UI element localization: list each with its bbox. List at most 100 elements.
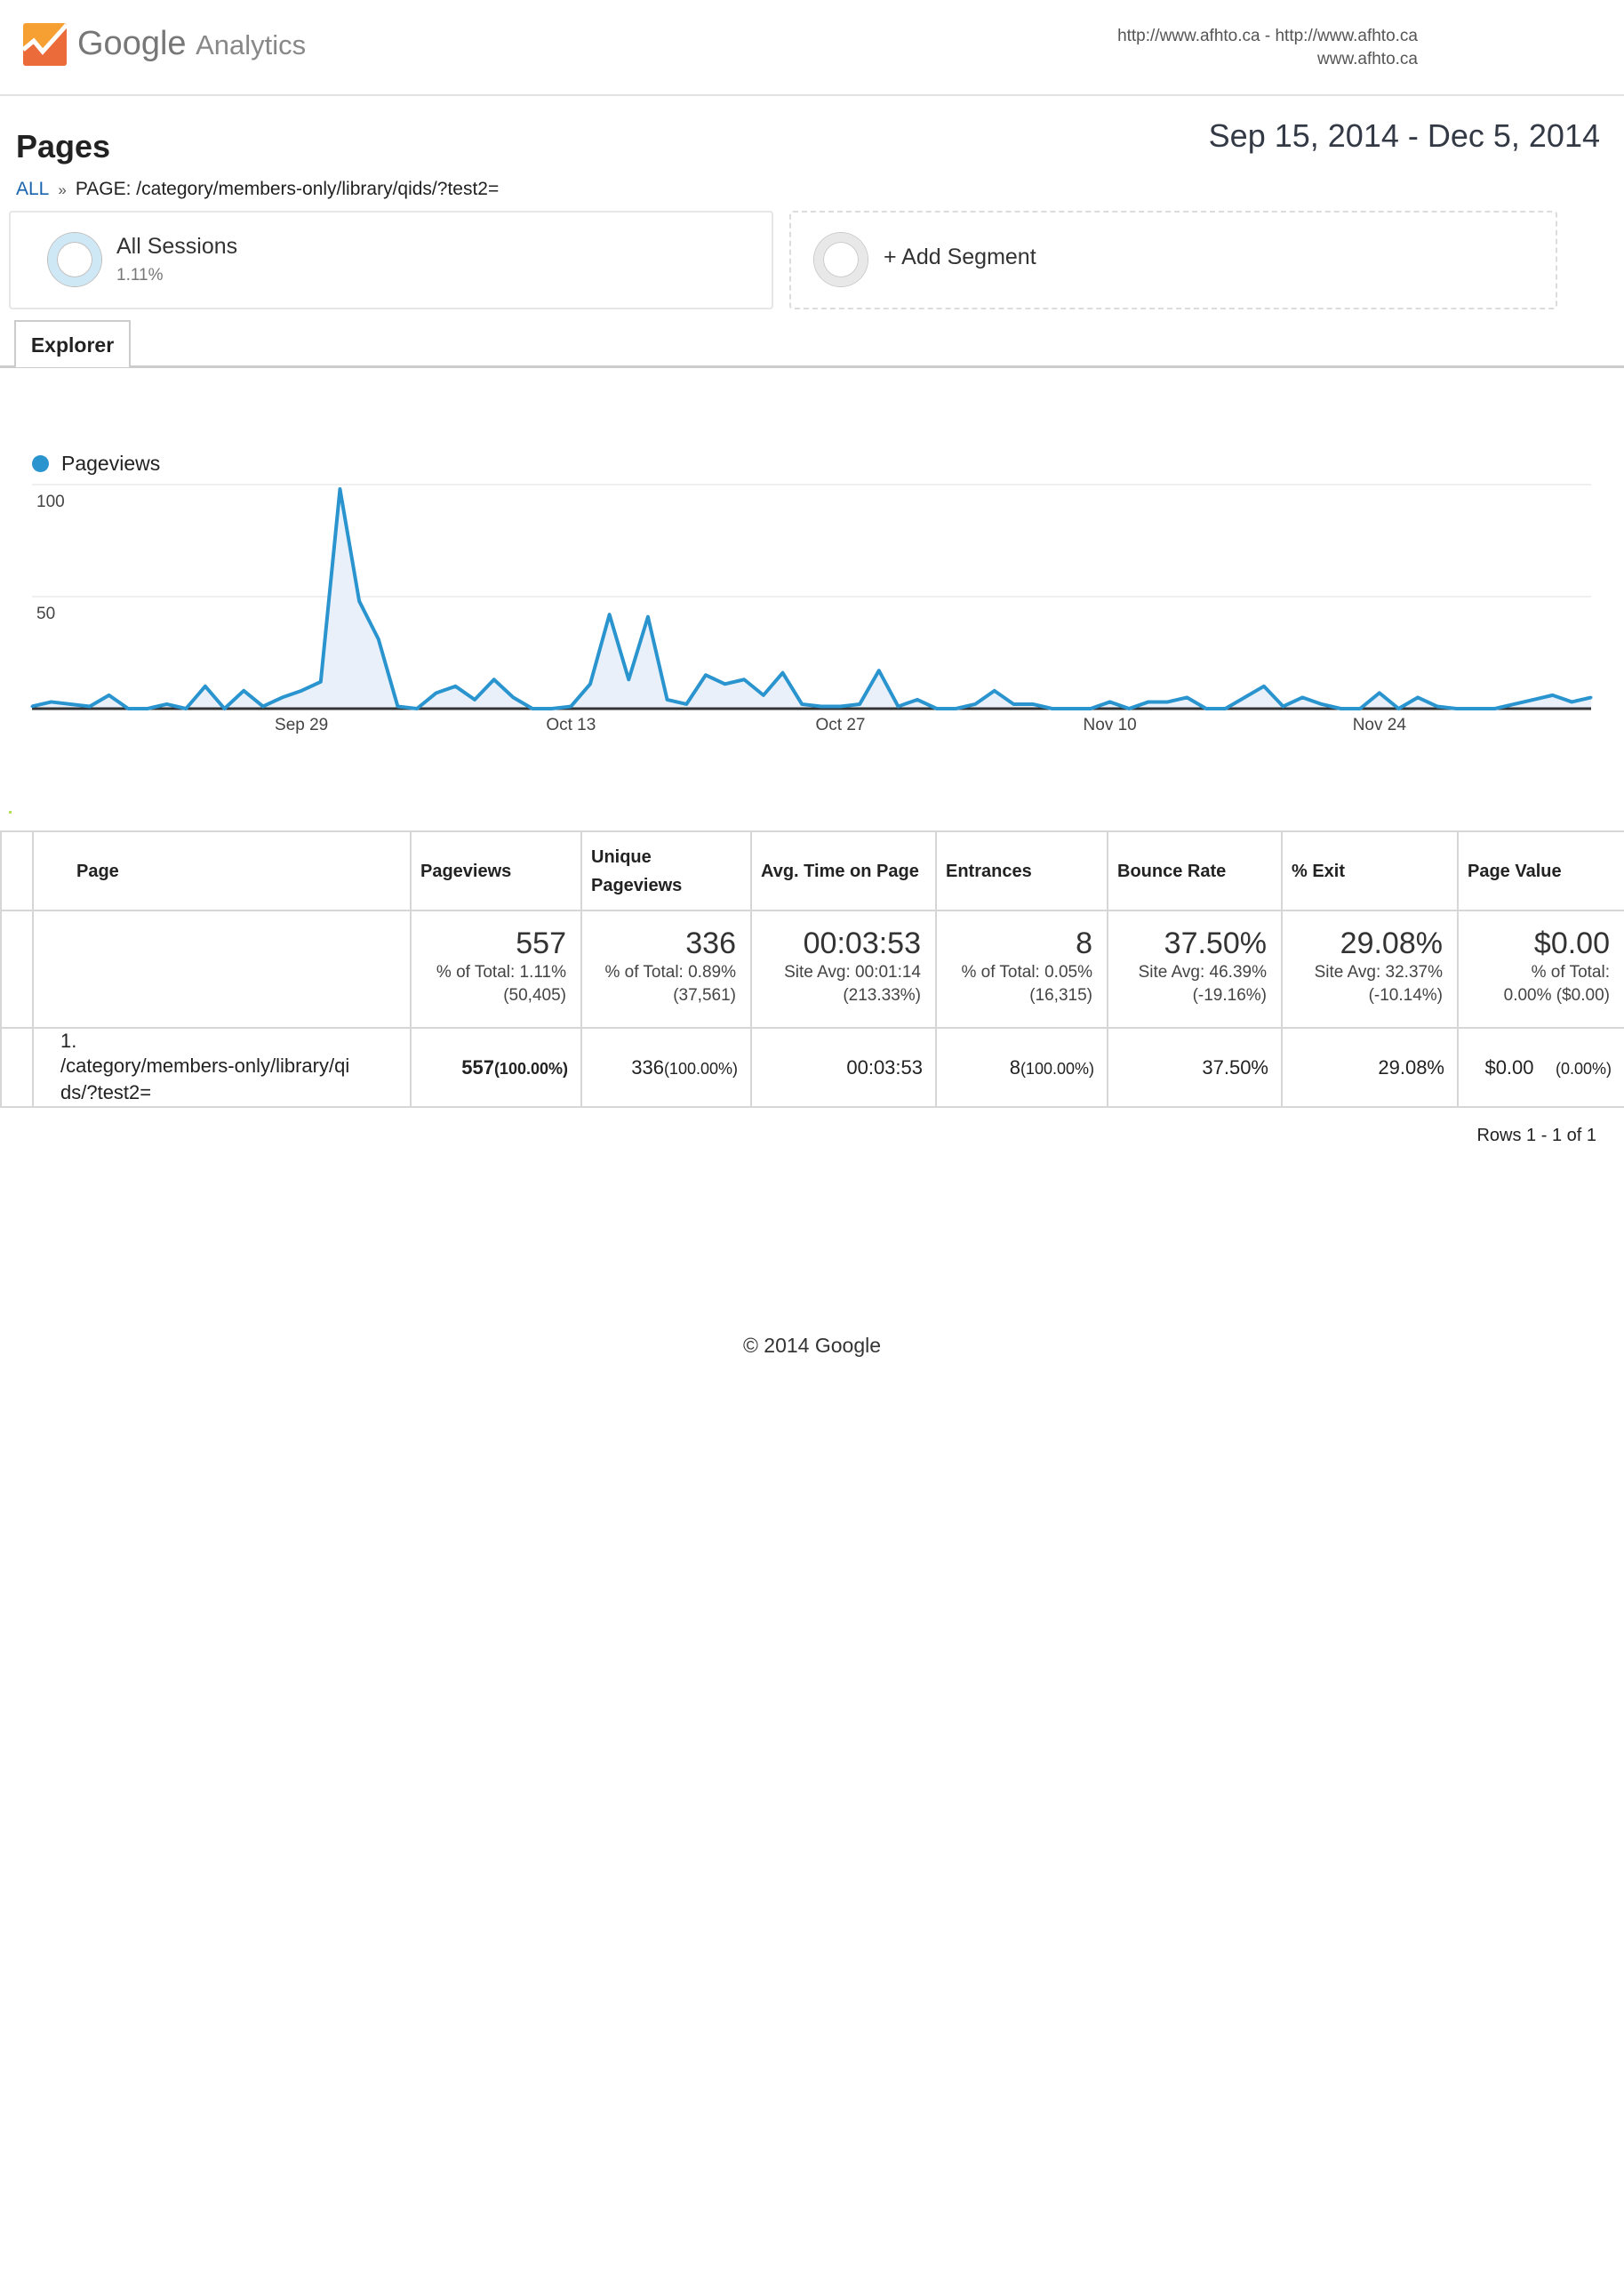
total-value: 336: [685, 926, 736, 960]
pageviews-area: [32, 489, 1591, 709]
pageviews-chart: 100 50 Sep 29 Oct 13 Oct 27 Nov 10 Nov 24: [30, 484, 1593, 734]
data-point: [261, 704, 265, 708]
segment-percent: 1.11%: [116, 266, 164, 285]
total-bounce-rate: 37.50% Site Avg: 46.39% (-19.16%): [1107, 910, 1283, 1029]
column-header-avg-time[interactable]: Avg. Time on Page: [750, 830, 937, 911]
data-point: [993, 689, 996, 693]
total-line1: % of Total: 1.11%: [436, 963, 566, 982]
column-header-exit[interactable]: % Exit: [1281, 830, 1459, 911]
data-point: [627, 678, 630, 681]
data-point: [415, 707, 419, 710]
total-value: 8: [1076, 926, 1092, 960]
segment-donut-icon: [48, 233, 101, 286]
total-value: 37.50%: [1164, 926, 1267, 960]
total-value: 29.08%: [1340, 926, 1443, 960]
logo-text: Google Analytics: [77, 25, 306, 63]
data-point: [300, 689, 303, 693]
x-tick-label: Nov 24: [1353, 716, 1407, 734]
google-analytics-logo-icon: [23, 23, 67, 66]
data-point: [820, 704, 823, 708]
data-point: [838, 704, 842, 708]
footer-copyright: © 2014 Google: [742, 1334, 882, 1357]
column-header-page-value[interactable]: Page Value: [1457, 830, 1624, 911]
data-point: [396, 704, 399, 708]
data-point: [1224, 707, 1228, 710]
data-point: [781, 671, 785, 675]
column-header-pageviews[interactable]: Pageviews: [410, 830, 582, 911]
entrances-cell: 8(100.00%): [935, 1026, 1108, 1109]
column-header-unique-pageviews[interactable]: Unique Pageviews: [580, 830, 752, 911]
data-point: [550, 707, 554, 710]
data-point: [1108, 700, 1112, 703]
data-point: [896, 704, 900, 708]
data-point: [511, 695, 515, 699]
data-point: [108, 694, 111, 697]
segment-all-sessions[interactable]: All Sessions 1.11%: [9, 211, 773, 309]
data-point: [68, 702, 72, 706]
data-point: [319, 680, 323, 684]
data-point: [531, 707, 534, 710]
segment-name: All Sessions: [116, 234, 238, 259]
total-line2: 0.00% ($0.00): [1503, 986, 1610, 1005]
column-header-bounce-rate[interactable]: Bounce Rate: [1107, 830, 1283, 911]
exit-cell: 29.08%: [1281, 1026, 1459, 1109]
data-point: [1339, 707, 1342, 710]
data-point: [1300, 695, 1304, 699]
data-table: Page Pageviews Unique Pageviews Avg. Tim…: [0, 830, 1624, 1109]
column-header-entrances[interactable]: Entrances: [935, 830, 1108, 911]
table-row: 1./category/members-only/library/qids/?t…: [0, 1026, 1624, 1109]
data-point: [1320, 702, 1324, 706]
pageviews-line: [31, 487, 1592, 710]
page-cell: 1./category/members-only/library/qids/?t…: [32, 1026, 412, 1109]
bounce-cell: 37.50%: [1107, 1026, 1283, 1109]
legend-label: Pageviews: [61, 452, 161, 475]
legend-dot-icon: [32, 455, 49, 472]
totals-row: 557 % of Total: 1.11% (50,405) 336 % of Tota…: [0, 910, 1624, 1029]
tab-divider: [0, 365, 1624, 368]
entrances-value: 8: [1009, 1055, 1020, 1079]
data-point: [800, 702, 804, 706]
segment-donut-icon: [814, 233, 868, 286]
data-point: [684, 702, 688, 706]
total-value: 00:03:53: [803, 926, 921, 960]
tab-explorer[interactable]: Explorer: [14, 320, 131, 367]
data-point: [281, 695, 284, 699]
data-point: [1012, 702, 1015, 706]
total-line2: (-19.16%): [1192, 986, 1267, 1005]
data-point: [1089, 707, 1092, 710]
total-avg-time: 00:03:53 Site Avg: 00:01:14 (213.33%): [750, 910, 937, 1029]
data-point: [1282, 704, 1285, 708]
data-point: [1378, 691, 1381, 694]
unique-value: 336: [631, 1055, 664, 1079]
total-line2: (-10.14%): [1368, 986, 1443, 1005]
data-point: [1147, 700, 1150, 703]
entrances-pct: (100.00%): [1020, 1059, 1094, 1078]
checkbox-column-header: [0, 830, 34, 911]
data-point: [1166, 700, 1170, 703]
column-header-page[interactable]: Page: [32, 830, 412, 911]
pageviews-pct: (100.00%): [493, 1059, 568, 1078]
total-line2: (213.33%): [843, 986, 921, 1005]
total-line1: % of Total: 0.89%: [604, 963, 736, 982]
add-segment-button[interactable]: + Add Segment: [789, 211, 1557, 309]
data-point: [666, 698, 669, 702]
data-point: [492, 678, 496, 681]
breadcrumb-all-link[interactable]: ALL: [16, 179, 50, 199]
data-point: [146, 707, 149, 710]
data-point: [1551, 694, 1555, 697]
add-segment-label: + Add Segment: [884, 245, 1036, 269]
data-point: [435, 691, 438, 694]
logo-google: Google: [77, 25, 187, 62]
data-point: [877, 669, 881, 672]
data-point: [742, 678, 746, 681]
data-point: [973, 702, 977, 706]
data-point: [473, 698, 476, 702]
total-line1: % of Total: 0.05%: [961, 963, 1092, 982]
table-header-row: Page Pageviews Unique Pageviews Avg. Tim…: [0, 830, 1624, 911]
page-path-link[interactable]: /category/members-only/library/qids/?tes…: [60, 1055, 350, 1104]
data-point: [724, 682, 727, 686]
totals-blank: [0, 910, 34, 1029]
date-range[interactable]: Sep 15, 2014 - Dec 5, 2014: [1208, 117, 1600, 154]
total-line1: Site Avg: 00:01:14: [784, 963, 921, 982]
page-value-cell: $0.00 (0.00%): [1457, 1026, 1624, 1109]
